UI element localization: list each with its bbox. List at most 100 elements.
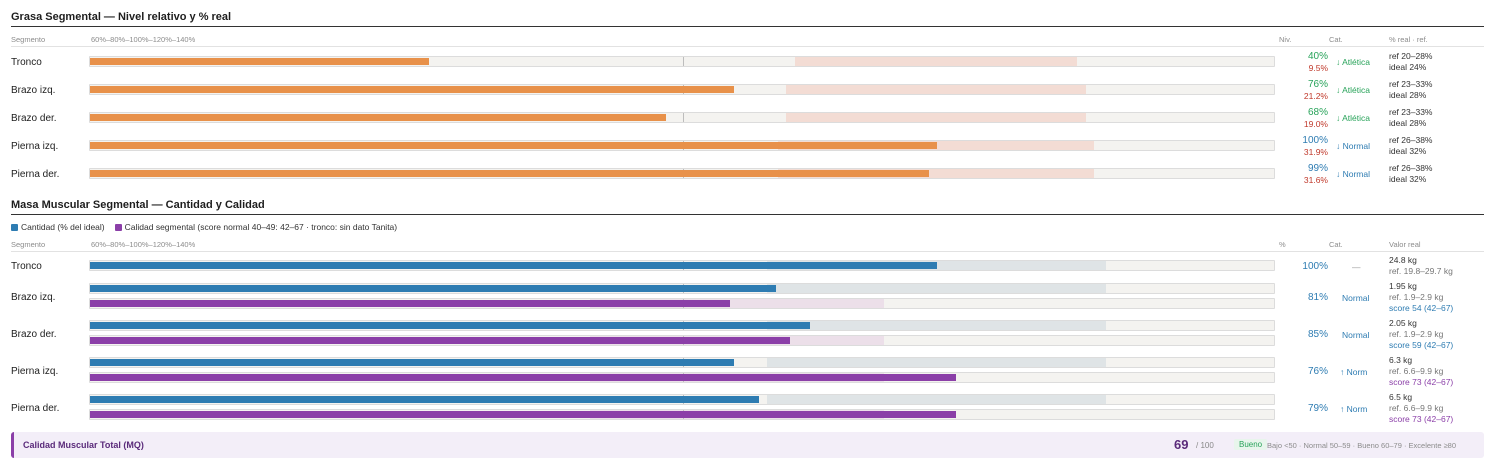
fat-level-bar [90,86,734,93]
fat-reference-zone [778,169,1094,178]
muscle-value: 6.3 kg ref. 6.6–9.9 kg score 73 (42–67) [1389,355,1453,388]
muscle-value-kg: 6.5 kg [1389,392,1413,402]
muscle-pct: 79% [1307,403,1328,414]
muscle-quality-track [89,372,1275,383]
muscle-quantity-bar [90,285,776,292]
muscle-value: 2.05 kg ref. 1.9–2.9 kg score 59 (42–67) [1389,318,1453,351]
muscle-header-value: Valor real [1389,240,1421,249]
fat-level-bar [90,142,937,149]
muscle-pct: 100% [1302,261,1328,272]
fat-ref-ideal: ideal 32% [1389,146,1427,156]
fat-row-label: Brazo der. [11,113,57,124]
legend-quantity-swatch [11,224,18,232]
fat-header-level: Niv. [1279,35,1292,44]
fat-row-label: Pierna izq. [11,141,59,152]
fat-reference: ref 23–33% ideal 28% [1389,107,1432,129]
fat-reference-zone [786,113,1086,122]
mq-score: 69 [1174,437,1189,452]
fat-real-pct: 21.2% [1303,91,1328,101]
muscle-value: 6.5 kg ref. 6.6–9.9 kg score 73 (42–67) [1389,392,1453,425]
muscle-header-cat: Cat. [1329,240,1343,249]
muscle-value-ref: ref. 1.9–2.9 kg [1389,329,1444,339]
fat-header-cat: Cat. [1329,35,1343,44]
muscle-quality-score: score 73 (42–67) [1389,377,1454,387]
muscle-category: ↑ Norm [1340,367,1368,377]
muscle-value-kg: 1.95 kg [1389,281,1417,291]
fat-level-bar [90,58,429,65]
fat-category: ↓ Normal [1336,141,1371,151]
muscle-pct: 81% [1307,292,1328,303]
muscle-quality-bar [90,300,730,307]
fat-level-pct: 100% [1302,135,1328,146]
fat-ref-ideal: ideal 28% [1389,118,1427,128]
muscle-value-kg: 24.8 kg [1389,255,1417,265]
fat-reference-zone [795,57,1077,66]
muscle-reference-zone [767,395,1106,404]
fat-header-ref: % real · ref. [1389,35,1428,44]
fat-real-pct: 19.0% [1303,119,1328,129]
fat-reference: ref 26–38% ideal 32% [1389,135,1432,157]
mq-status-badge: Bueno [1234,439,1268,450]
muscle-quantity-bar [90,322,810,329]
muscle-quantity-bar [90,359,734,366]
muscle-quality-total-panel: Calidad Muscular Total (MQ) 69 / 100 Bue… [11,432,1484,458]
muscle-reference-zone [767,321,1106,330]
muscle-quantity-bar [90,262,937,269]
muscle-row-label: Pierna der. [11,403,60,414]
muscle-pct: 85% [1307,329,1328,340]
fat-reference: ref 23–33% ideal 28% [1389,79,1432,101]
muscle-qty-track [89,320,1275,331]
muscle-category: ↑ Norm [1340,404,1368,414]
muscle-header-segment: Segmento [11,240,46,249]
fat-100-marker [683,113,684,122]
muscle-qty-track [89,283,1275,294]
fat-ref-ideal: ideal 32% [1389,174,1427,184]
fat-reference: ref 26–38% ideal 32% [1389,163,1432,185]
legend-quality-swatch [114,224,122,232]
muscle-legend: Cantidad (% del ideal) Calidad segmental… [11,222,397,232]
muscle-row-label: Brazo izq. [11,292,56,303]
fat-bar-track [89,168,1275,179]
fat-100-marker [683,57,684,66]
muscle-value: 24.8 kg ref. 19.8–29.7 kg [1389,255,1453,277]
muscle-quality-score: score 54 (42–67) [1389,303,1454,313]
muscle-row-label: Pierna izq. [11,366,59,377]
muscle-value: 1.95 kg ref. 1.9–2.9 kg score 54 (42–67) [1389,281,1453,314]
fat-row-label: Pierna der. [11,169,60,180]
muscle-section-title: Masa Muscular Segmental — Cantidad y Cal… [11,199,265,211]
fat-category: ↓ Atlética [1336,85,1371,95]
muscle-header-rule [11,251,1484,252]
fat-header-rule [11,46,1484,47]
fat-level-pct: 68% [1307,107,1328,118]
fat-header-scale: 60%–80%–100%–120%–140% [91,35,196,44]
muscle-category: — [1352,262,1361,272]
muscle-qty-track [89,260,1275,271]
fat-category: ↓ Atlética [1336,113,1371,123]
fat-ref-range: ref 20–28% [1389,51,1433,61]
fat-real-pct: 31.9% [1303,147,1328,157]
fat-bar-track [89,112,1275,123]
muscle-value-ref: ref. 6.6–9.9 kg [1389,403,1444,413]
muscle-quality-bar [90,374,956,381]
muscle-section-rule [11,214,1484,215]
fat-category: ↓ Atlética [1336,57,1371,67]
muscle-value-ref: ref. 1.9–2.9 kg [1389,292,1444,302]
fat-ref-ideal: ideal 28% [1389,90,1427,100]
fat-reference: ref 20–28% ideal 24% [1389,51,1432,73]
quality-reference-zone [590,299,884,308]
legend-quantity: Cantidad (% del ideal) [11,222,105,232]
mq-score-max: / 100 [1196,441,1214,450]
fat-level-pct: 99% [1307,163,1328,174]
fat-level-bar [90,114,666,121]
muscle-quality-score: score 59 (42–67) [1389,340,1454,350]
muscle-header-pct: % [1279,240,1286,249]
muscle-category: Normal [1342,293,1370,303]
fat-ref-range: ref 26–38% [1389,135,1433,145]
fat-section-rule [11,26,1484,27]
muscle-value-kg: 2.05 kg [1389,318,1417,328]
muscle-quality-track [89,409,1275,420]
muscle-quality-score: score 73 (42–67) [1389,414,1454,424]
fat-ref-ideal: ideal 24% [1389,62,1427,72]
fat-row-label: Brazo izq. [11,85,56,96]
fat-real-pct: 9.5% [1308,63,1328,73]
